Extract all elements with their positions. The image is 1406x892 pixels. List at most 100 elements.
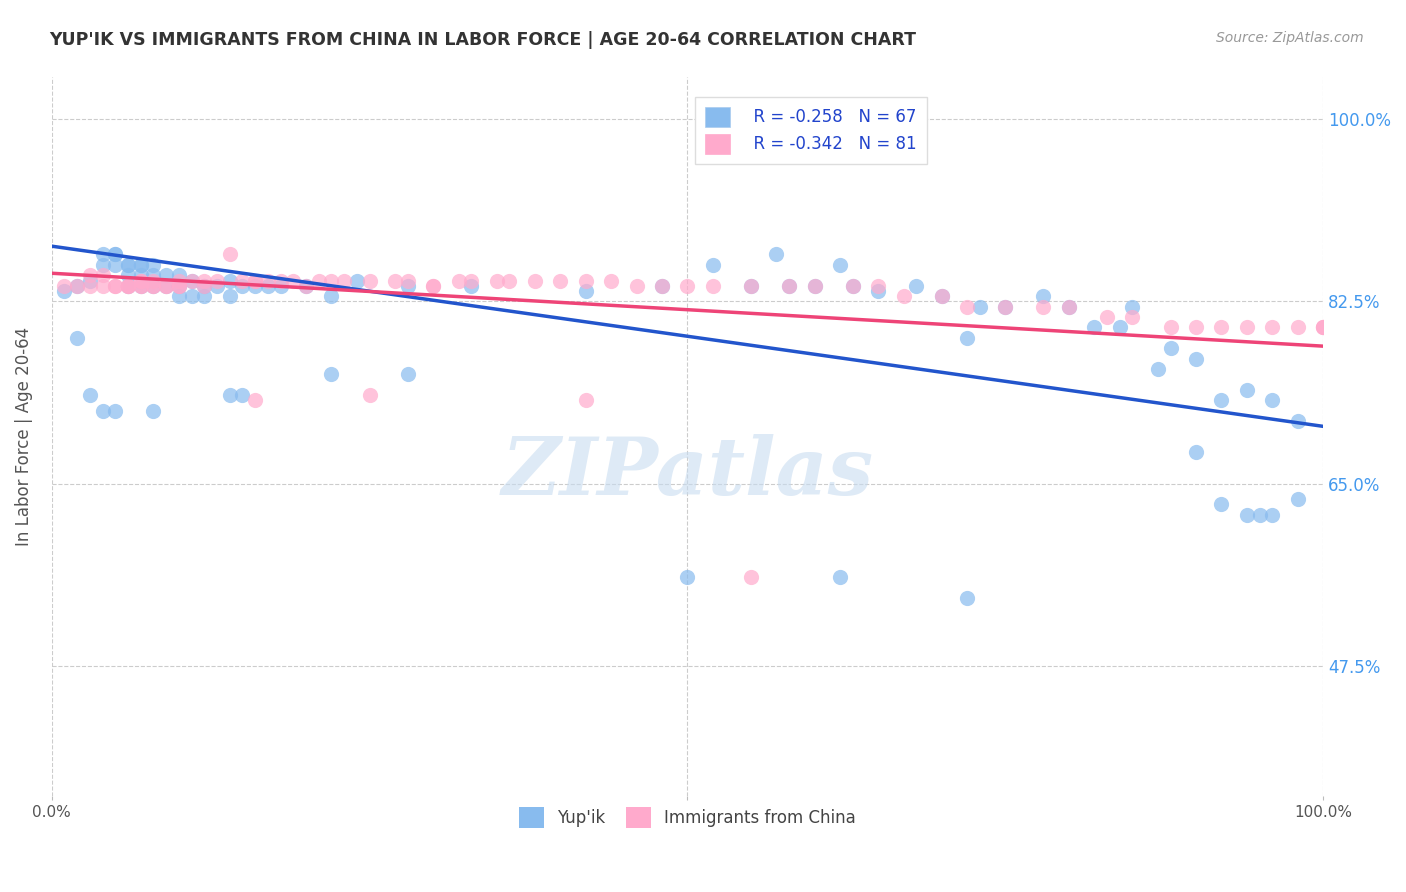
- Point: [1057, 300, 1080, 314]
- Point: [485, 274, 508, 288]
- Point: [155, 278, 177, 293]
- Point: [142, 278, 165, 293]
- Text: ZIPatlas: ZIPatlas: [502, 434, 873, 511]
- Point: [803, 278, 825, 293]
- Point: [66, 278, 89, 293]
- Point: [1108, 320, 1130, 334]
- Point: [129, 274, 152, 288]
- Point: [104, 278, 127, 293]
- Point: [868, 284, 890, 298]
- Point: [231, 388, 253, 402]
- Point: [91, 278, 114, 293]
- Point: [321, 274, 343, 288]
- Point: [193, 274, 215, 288]
- Point: [295, 278, 318, 293]
- Point: [1261, 320, 1284, 334]
- Point: [91, 258, 114, 272]
- Point: [104, 403, 127, 417]
- Point: [1121, 300, 1143, 314]
- Point: [79, 268, 101, 283]
- Point: [1286, 414, 1309, 428]
- Point: [180, 274, 202, 288]
- Point: [79, 388, 101, 402]
- Point: [104, 278, 127, 293]
- Point: [1185, 320, 1208, 334]
- Point: [205, 278, 228, 293]
- Point: [740, 278, 762, 293]
- Point: [129, 278, 152, 293]
- Point: [1312, 320, 1334, 334]
- Point: [1185, 445, 1208, 459]
- Point: [193, 278, 215, 293]
- Point: [1211, 498, 1233, 512]
- Point: [1057, 300, 1080, 314]
- Point: [218, 388, 240, 402]
- Point: [1249, 508, 1271, 522]
- Point: [396, 278, 419, 293]
- Point: [129, 274, 152, 288]
- Point: [295, 278, 318, 293]
- Point: [270, 278, 292, 293]
- Point: [142, 278, 165, 293]
- Point: [193, 278, 215, 293]
- Point: [243, 274, 266, 288]
- Point: [167, 278, 190, 293]
- Point: [359, 388, 381, 402]
- Point: [1121, 310, 1143, 324]
- Point: [1211, 393, 1233, 408]
- Point: [1261, 508, 1284, 522]
- Point: [167, 268, 190, 283]
- Point: [740, 278, 762, 293]
- Point: [460, 274, 482, 288]
- Point: [193, 289, 215, 303]
- Point: [167, 289, 190, 303]
- Point: [180, 274, 202, 288]
- Point: [142, 403, 165, 417]
- Point: [359, 274, 381, 288]
- Point: [155, 278, 177, 293]
- Point: [243, 393, 266, 408]
- Point: [1236, 320, 1258, 334]
- Point: [1261, 393, 1284, 408]
- Point: [218, 289, 240, 303]
- Point: [117, 278, 139, 293]
- Point: [460, 278, 482, 293]
- Point: [155, 268, 177, 283]
- Point: [893, 289, 915, 303]
- Point: [1286, 492, 1309, 507]
- Point: [1032, 289, 1054, 303]
- Point: [79, 274, 101, 288]
- Point: [396, 368, 419, 382]
- Point: [243, 278, 266, 293]
- Point: [1286, 320, 1309, 334]
- Point: [66, 331, 89, 345]
- Point: [1185, 351, 1208, 366]
- Point: [142, 274, 165, 288]
- Point: [231, 274, 253, 288]
- Point: [117, 268, 139, 283]
- Point: [218, 247, 240, 261]
- Point: [53, 278, 76, 293]
- Point: [346, 274, 368, 288]
- Point: [257, 274, 280, 288]
- Point: [1236, 383, 1258, 397]
- Point: [422, 278, 444, 293]
- Point: [422, 278, 444, 293]
- Point: [117, 258, 139, 272]
- Point: [1312, 320, 1334, 334]
- Point: [104, 247, 127, 261]
- Point: [129, 268, 152, 283]
- Point: [931, 289, 953, 303]
- Point: [575, 284, 598, 298]
- Point: [868, 278, 890, 293]
- Point: [994, 300, 1017, 314]
- Point: [167, 278, 190, 293]
- Point: [231, 278, 253, 293]
- Point: [91, 268, 114, 283]
- Point: [969, 300, 991, 314]
- Point: [257, 278, 280, 293]
- Point: [956, 300, 979, 314]
- Point: [447, 274, 470, 288]
- Point: [994, 300, 1017, 314]
- Point: [1032, 300, 1054, 314]
